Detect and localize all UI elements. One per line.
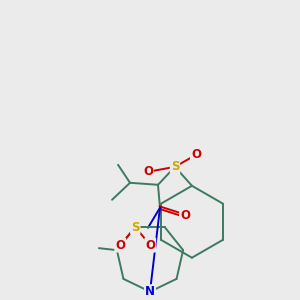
- Text: O: O: [145, 238, 155, 252]
- Text: O: O: [143, 165, 153, 178]
- Text: N: N: [145, 285, 155, 298]
- Text: S: S: [171, 160, 179, 173]
- Text: O: O: [191, 148, 201, 161]
- Text: O: O: [180, 209, 190, 222]
- Text: S: S: [131, 220, 140, 234]
- Text: O: O: [115, 238, 125, 252]
